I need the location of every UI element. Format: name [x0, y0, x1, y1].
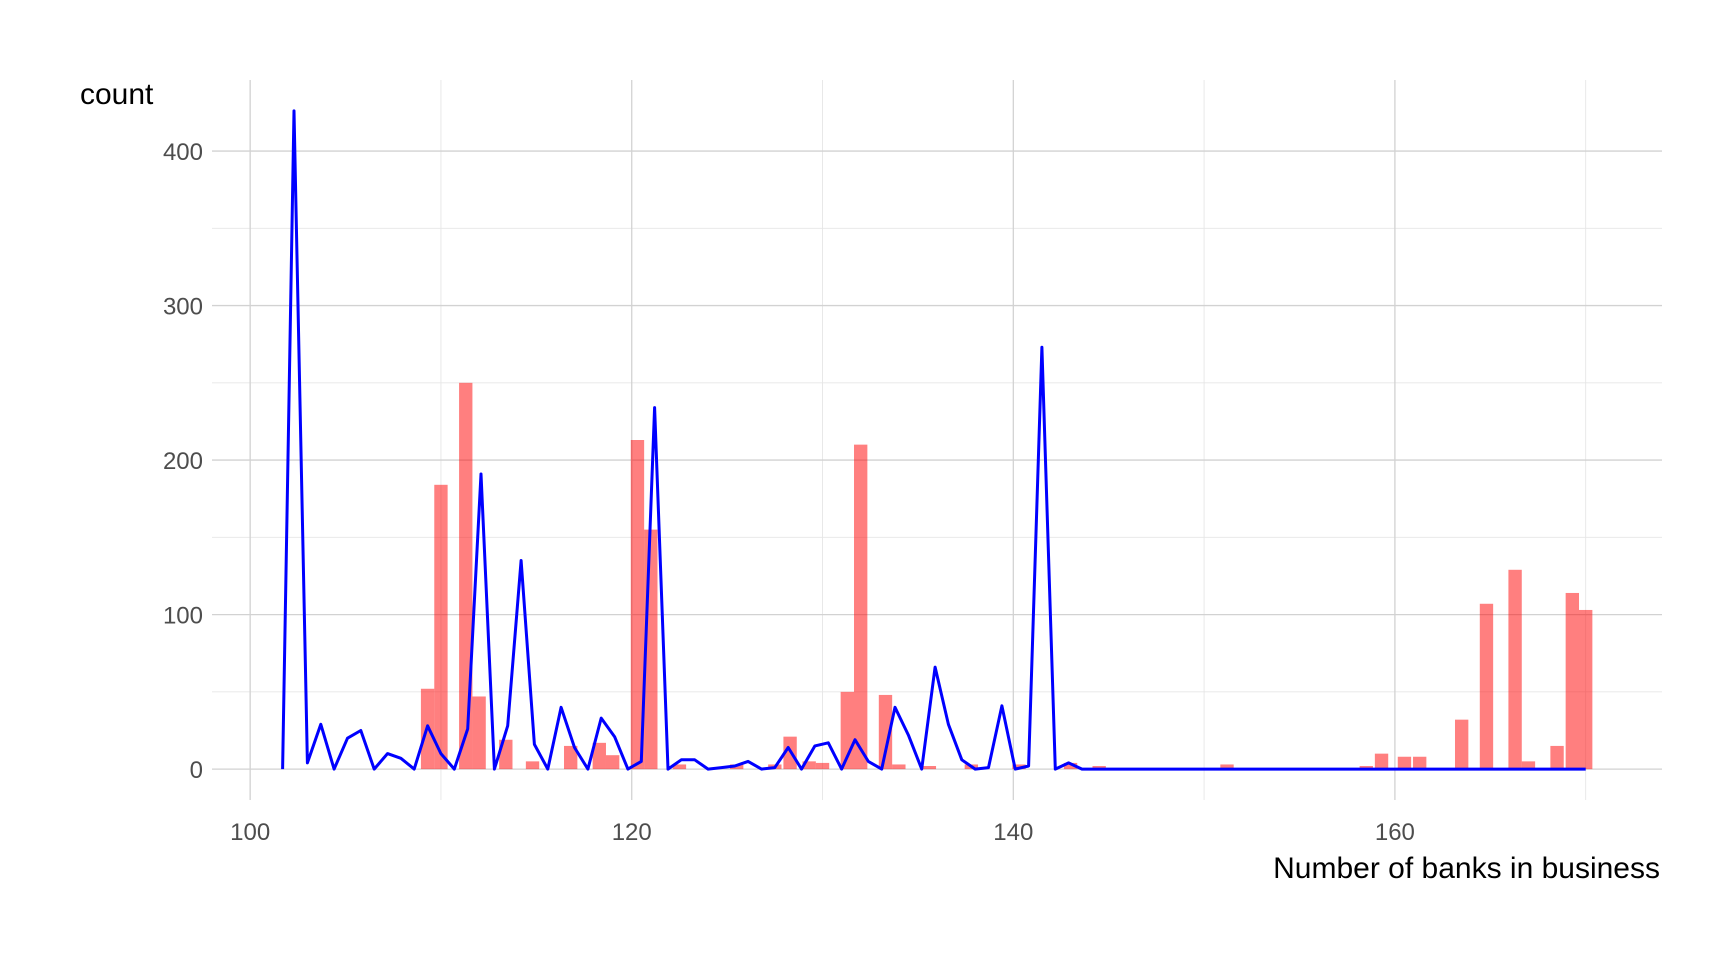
series-line — [281, 109, 1586, 771]
histogram-bar — [472, 696, 486, 770]
histogram-bar — [1521, 761, 1536, 770]
histogram-bar — [672, 764, 687, 770]
x-tick-label: 160 — [1375, 819, 1415, 846]
x-tick-label: 140 — [993, 819, 1033, 846]
x-tick-label: 100 — [230, 819, 270, 846]
histogram-bar — [1359, 766, 1373, 770]
histogram-bars — [420, 382, 1593, 770]
histogram-bar — [630, 440, 645, 770]
y-tick-label: 200 — [163, 448, 203, 475]
histogram-bar — [459, 382, 473, 770]
x-axis-title: Number of banks in business — [1273, 852, 1660, 885]
histogram-bar — [1479, 603, 1494, 770]
histogram-bar — [1374, 753, 1389, 770]
y-tick-label: 300 — [163, 294, 203, 321]
histogram-bar — [1092, 766, 1106, 770]
histogram-bar — [1220, 764, 1234, 770]
histogram-bar — [525, 761, 540, 770]
histogram-bar — [854, 444, 868, 770]
y-tick-label: 100 — [163, 603, 203, 630]
histogram-bar — [815, 762, 830, 770]
histogram-bar — [878, 694, 893, 770]
histogram-bar — [802, 761, 816, 770]
histogram-bar — [434, 484, 448, 770]
histogram-bar — [1565, 592, 1580, 770]
histogram-bar — [892, 764, 906, 770]
y-axis-ticks: 0 100 200 300 400 — [163, 139, 203, 784]
histogram-bar — [1413, 756, 1427, 770]
histogram-bar — [605, 755, 620, 770]
histogram-bar — [1550, 745, 1564, 770]
histogram-bar — [922, 766, 937, 770]
x-tick-label: 120 — [612, 819, 652, 846]
histogram-bar — [1579, 609, 1593, 770]
histogram-bar — [564, 745, 578, 770]
histogram-bar — [1454, 719, 1469, 770]
frequency-polygon — [281, 109, 1586, 771]
histogram-bar — [1063, 762, 1078, 770]
x-axis-ticks: 100 120 140 160 — [230, 819, 1415, 846]
y-tick-label: 0 — [190, 757, 203, 784]
y-axis-title: count — [80, 78, 154, 111]
y-tick-label: 400 — [163, 139, 203, 166]
histogram-bar — [592, 742, 606, 770]
histogram-bar — [1508, 569, 1522, 770]
histogram-bar — [1397, 756, 1412, 770]
